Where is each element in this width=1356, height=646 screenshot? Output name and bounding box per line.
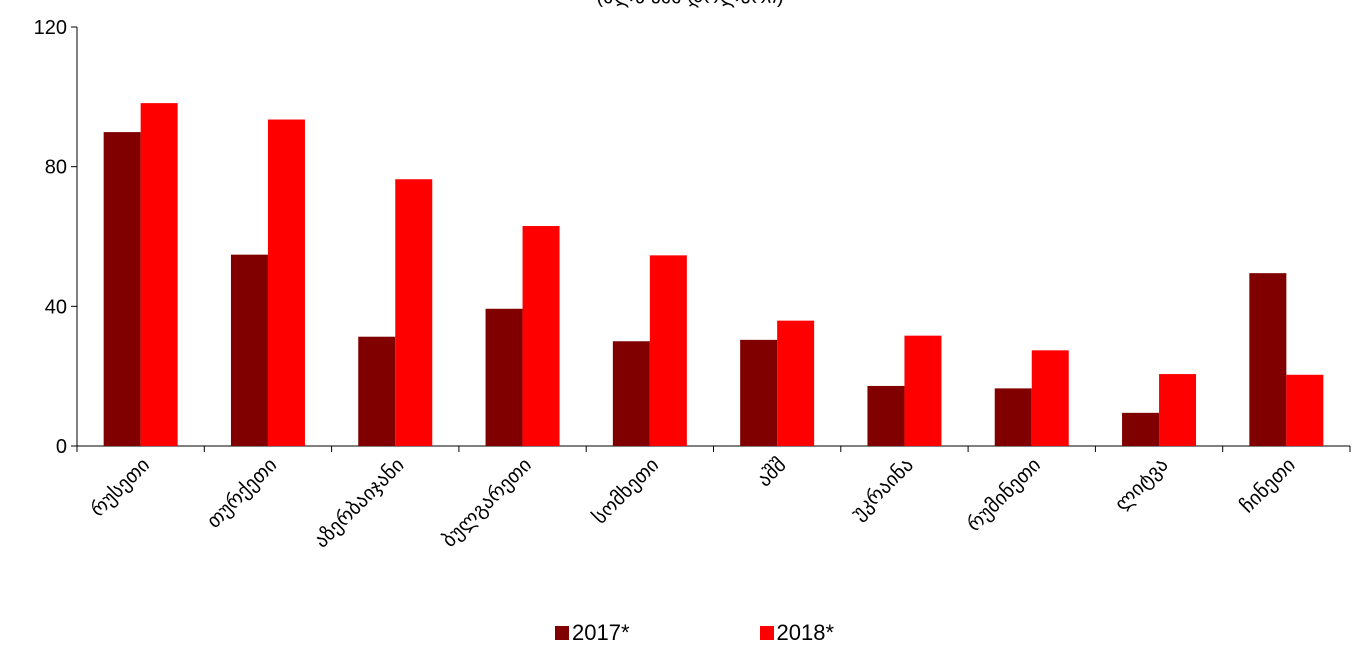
category-label: ლიტვა xyxy=(1111,454,1173,516)
bar-2017-3 xyxy=(485,308,523,446)
bar-2017-8 xyxy=(1122,412,1160,446)
bars xyxy=(103,103,1324,446)
bar-2018-9 xyxy=(1286,374,1324,446)
bar-2017-7 xyxy=(994,388,1032,446)
legend-label-2017: 2017* xyxy=(572,620,630,645)
bar-2018-2 xyxy=(395,179,433,446)
bar-2018-6 xyxy=(904,335,942,446)
category-label: ჩინეთი xyxy=(1236,454,1299,517)
y-tick-label: 0 xyxy=(56,436,67,458)
bar-2018-1 xyxy=(267,119,305,446)
chart-title: (მლნ აშშ დოლარი) xyxy=(596,0,783,8)
bar-chart: (მლნ აშშ დოლარი) 0 40 80 120 რუსეთი თურქეთი ა… xyxy=(34,0,1351,552)
y-tick-label: 80 xyxy=(45,157,67,179)
bar-2017-0 xyxy=(103,132,141,446)
y-tick-label: 40 xyxy=(45,296,67,318)
legend-item-2017: 2017* xyxy=(555,620,630,646)
legend-label-2018: 2018* xyxy=(776,620,835,645)
category-label: აზერბაიჯანი xyxy=(310,454,408,552)
category-label: აშშ xyxy=(753,454,790,491)
y-tick-label: 120 xyxy=(34,17,67,39)
category-label: თურქეთი xyxy=(203,454,282,533)
legend-swatch-2017 xyxy=(555,626,569,640)
category-label: რუსეთი xyxy=(87,454,154,521)
bar-2017-6 xyxy=(867,385,905,446)
category-labels: რუსეთი თურქეთი აზერბაიჯანი ბულგარეთი სომხეთი… xyxy=(87,454,1300,552)
bar-2018-7 xyxy=(1031,350,1069,446)
x-axis xyxy=(76,445,1351,452)
legend: 2017* 2018* xyxy=(555,620,834,646)
category-label: უკრაინა xyxy=(847,454,917,524)
bar-2018-8 xyxy=(1159,374,1197,446)
category-label: სომხეთი xyxy=(589,454,664,529)
bar-2018-5 xyxy=(777,320,815,446)
bar-2017-5 xyxy=(740,339,778,446)
bar-2018-0 xyxy=(140,103,178,446)
legend-item-2018: 2018* xyxy=(759,620,835,646)
bar-2017-2 xyxy=(358,336,396,446)
legend-swatch-2018 xyxy=(759,626,774,640)
bar-2018-4 xyxy=(649,255,687,446)
y-axis: 0 40 80 120 xyxy=(34,17,78,458)
category-label: რუმინეთი xyxy=(963,454,1045,536)
bar-2017-1 xyxy=(230,254,268,446)
bar-2017-9 xyxy=(1249,273,1287,446)
category-label: ბულგარეთი xyxy=(438,454,536,552)
bar-2018-3 xyxy=(522,226,560,446)
bar-2017-4 xyxy=(612,341,650,446)
